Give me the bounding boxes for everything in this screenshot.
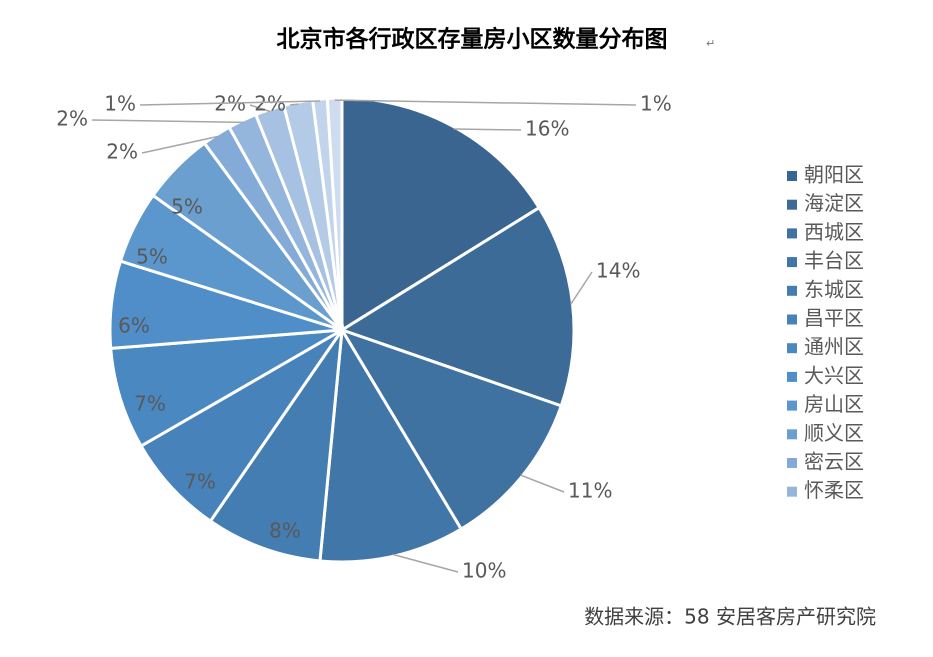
leader-line [141, 135, 218, 154]
data-label: 2% [106, 140, 138, 164]
data-label: 10% [462, 559, 506, 583]
legend-swatch [787, 400, 797, 411]
legend-label: 西城区 [804, 220, 864, 244]
pie-slice [318, 325, 464, 564]
legend-label: 大兴区 [804, 363, 864, 387]
legend-swatch [787, 171, 797, 181]
pie-slice [338, 205, 576, 408]
legend-swatch [787, 314, 797, 325]
legend-swatch [787, 429, 797, 440]
data-label: 1% [104, 92, 136, 116]
legend-label: 海淀区 [804, 191, 864, 215]
leader-line [453, 128, 522, 131]
pie-slice [109, 328, 343, 449]
pie-slice [139, 328, 344, 524]
data-label: 5% [171, 195, 203, 219]
data-label: 14% [596, 259, 640, 283]
data-label: 2% [56, 107, 88, 131]
leader-line [91, 119, 244, 124]
data-label: 7% [134, 392, 166, 416]
legend-label: 通州区 [804, 335, 864, 359]
legend-label: 昌平区 [804, 306, 864, 330]
legend-label: 东城区 [804, 277, 864, 301]
legend-label: 丰台区 [804, 249, 864, 273]
pie-slice [325, 96, 344, 331]
chart-title: 北京市各行政区存量房小区数量分布图 [277, 26, 668, 53]
leader-line [520, 474, 565, 493]
legend-label: 房山区 [804, 392, 864, 416]
legend-swatch [787, 228, 797, 239]
data-label: 2% [254, 92, 286, 116]
legend-swatch [787, 257, 797, 268]
leader-line [569, 271, 593, 305]
legend-label: 怀柔区 [804, 478, 864, 502]
data-label: 6% [118, 314, 150, 338]
data-label: 7% [184, 470, 216, 494]
data-label: 11% [568, 479, 612, 503]
legend-label: 朝阳区 [804, 163, 864, 187]
data-label: 16% [525, 117, 569, 141]
source-note: 数据来源：58 安居客房产研究院 [584, 605, 876, 629]
legend-swatch [787, 458, 797, 468]
leader-line [139, 100, 321, 106]
leader-line [289, 103, 299, 106]
leader-line [392, 553, 459, 573]
title-mark: ↵ [706, 37, 715, 50]
legend-label: 密云区 [804, 450, 864, 474]
legend-swatch [787, 371, 797, 382]
pie-slice [208, 324, 345, 563]
legend-swatch [787, 343, 797, 354]
data-label: 5% [136, 245, 168, 269]
data-label: 8% [269, 519, 301, 543]
data-label: 1% [640, 92, 672, 116]
pie-slice [340, 96, 542, 333]
legend-swatch [787, 486, 797, 497]
legend-label: 顺义区 [804, 421, 864, 445]
leader-line [249, 104, 271, 113]
legend-swatch [787, 199, 797, 210]
legend-swatch [787, 285, 797, 296]
leader-line [334, 99, 637, 106]
